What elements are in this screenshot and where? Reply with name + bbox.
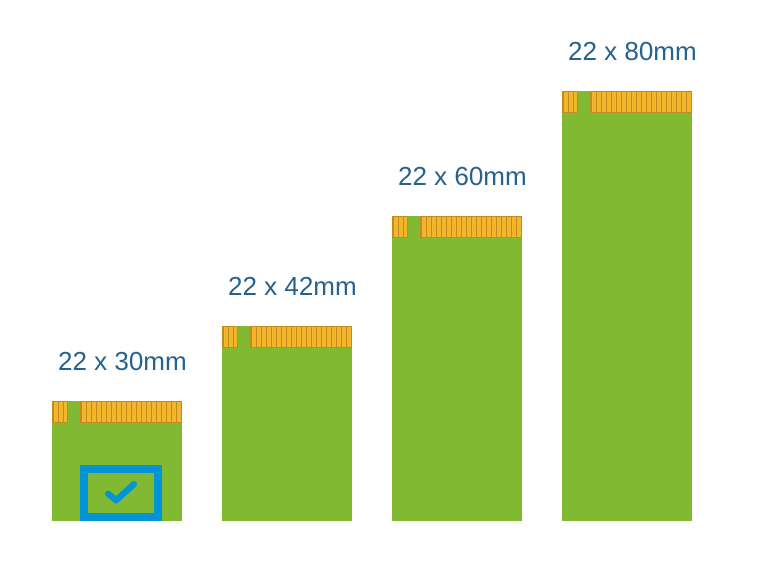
m2-2242-group: 22 x 42mm	[222, 326, 352, 535]
m2-2280-screw-notch	[614, 523, 640, 536]
m2-2230-pins-left	[52, 401, 68, 423]
m2-2280-pins-right	[590, 91, 692, 113]
m2-2242-pins-right	[250, 326, 352, 348]
m2-2280-pins-left	[562, 91, 578, 113]
m2-2280-body	[562, 91, 692, 521]
diagram-stage: 22 x 30mm 22 x 42mm 22 x 60mm 22 x 80mm	[0, 0, 768, 563]
m2-2230-label: 22 x 30mm	[58, 346, 187, 377]
m2-2260-pins-right	[420, 216, 522, 238]
m2-2242-screw-notch	[274, 523, 300, 536]
m2-2242-body	[222, 326, 352, 521]
m2-2260-screw-notch	[444, 523, 470, 536]
m2-2260-pins-left	[392, 216, 408, 238]
m2-2230-pins-right	[80, 401, 182, 423]
m2-2230-screw-notch	[104, 523, 130, 536]
m2-2242-pins-left	[222, 326, 238, 348]
m2-2260-group: 22 x 60mm	[392, 216, 522, 535]
m2-2280-label: 22 x 80mm	[568, 36, 697, 67]
m2-2260-body	[392, 216, 522, 521]
m2-2230-group: 22 x 30mm	[52, 401, 182, 535]
checkmark-icon	[104, 481, 138, 505]
m2-2260-label: 22 x 60mm	[398, 161, 527, 192]
m2-2280-group: 22 x 80mm	[562, 91, 692, 535]
m2-2242-label: 22 x 42mm	[228, 271, 357, 302]
